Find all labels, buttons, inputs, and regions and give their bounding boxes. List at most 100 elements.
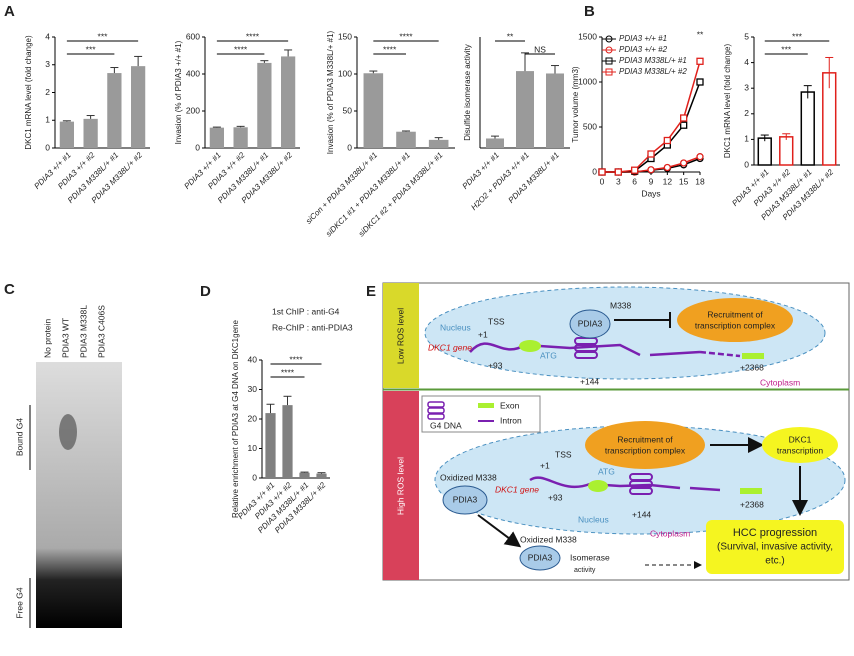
label: +93 xyxy=(548,492,563,502)
bar xyxy=(363,73,384,148)
gel-image xyxy=(36,362,122,628)
legend-label: PDIA3 +/+ #1 xyxy=(619,34,667,43)
complex xyxy=(585,421,705,469)
marker xyxy=(631,166,639,174)
y-tick-label: 3 xyxy=(45,59,50,69)
exon xyxy=(740,488,762,494)
y-tick-label: 0 xyxy=(744,159,749,169)
y-tick-label: 1000 xyxy=(578,76,597,86)
x-tick-label: H2O2 + PDIA3 +/+ #1 xyxy=(469,151,531,213)
y-tick-label: 30 xyxy=(248,384,258,394)
bar xyxy=(209,127,224,148)
label: DKC1 gene xyxy=(495,484,539,494)
label: DKC1 xyxy=(789,434,812,444)
label: Recruitment of xyxy=(617,434,673,444)
x-tick-label: 9 xyxy=(649,176,654,186)
label: Nucleus xyxy=(440,322,471,332)
y-axis-label: Relative enrichment of PDIA3 at G4 DNA o… xyxy=(231,320,240,518)
annotation: ** xyxy=(697,29,704,39)
label: transcription complex xyxy=(605,445,686,455)
y-tick-label: 10 xyxy=(248,443,258,453)
y-tick-label: 0 xyxy=(195,142,200,152)
y-tick-label: 150 xyxy=(338,31,352,41)
exon xyxy=(519,340,541,352)
y-tick-label: 20 xyxy=(248,413,258,423)
legend-label: Intron xyxy=(500,415,522,425)
y-tick-label: 50 xyxy=(343,105,353,115)
y-tick-label: 1 xyxy=(45,115,50,125)
gel-label: Bound G4 xyxy=(14,418,24,457)
bar xyxy=(131,66,146,148)
label: +93 xyxy=(488,360,503,370)
y-tick-label: 1 xyxy=(744,134,749,144)
level-bar xyxy=(383,283,419,388)
y-tick-label: 0 xyxy=(592,166,597,176)
label: TSS xyxy=(555,449,572,459)
label: (Survival, invasive activity, xyxy=(717,542,833,553)
lane-label: PDIA3 C406S xyxy=(96,305,106,358)
x-tick-label: 6 xyxy=(632,176,637,186)
significance-label: **** xyxy=(234,44,248,54)
complex xyxy=(677,298,793,342)
bar xyxy=(233,127,248,148)
marker xyxy=(680,159,688,167)
x-tick-label: PDIA3 M338L/+ #1 xyxy=(507,151,561,205)
label: DKC1 gene xyxy=(428,342,472,352)
g4-icon xyxy=(574,337,598,359)
significance-label: *** xyxy=(781,44,792,54)
bar xyxy=(107,73,122,148)
bar xyxy=(516,71,534,148)
label: PDIA3 xyxy=(528,552,553,562)
label: Cytoplasm xyxy=(760,377,800,387)
y-axis-label: DKC1 mRNA level (fold change) xyxy=(24,35,33,150)
significance-label: **** xyxy=(281,367,295,377)
x-tick-label: 18 xyxy=(695,176,705,186)
x-axis-label: Days xyxy=(641,188,660,198)
gel-band xyxy=(59,414,77,450)
legend-label: PDIA3 +/+ #2 xyxy=(619,45,668,54)
significance-label: *** xyxy=(86,44,97,54)
level-label: High ROS level xyxy=(395,457,405,515)
level-bar xyxy=(383,391,419,580)
transcription xyxy=(762,427,838,463)
label: +2368 xyxy=(740,362,764,372)
significance-label: *** xyxy=(98,31,109,41)
y-tick-label: 500 xyxy=(583,121,597,131)
panel-label: C xyxy=(4,281,15,298)
bar xyxy=(281,56,296,148)
bar xyxy=(257,62,272,148)
label: ATG xyxy=(598,466,615,476)
bar xyxy=(757,137,772,166)
note: Re-ChIP : anti-PDIA3 xyxy=(272,322,353,332)
exon xyxy=(742,353,764,359)
y-tick-label: 5 xyxy=(744,31,749,41)
y-axis-label: Tumor volume (mm3) xyxy=(571,66,580,142)
diagram: Low ROS level High ROS level Nucleus DKC… xyxy=(382,282,850,581)
label: HCC progression xyxy=(733,527,817,539)
marker xyxy=(647,166,655,174)
legend-label: G4 DNA xyxy=(430,420,462,430)
note: 1st ChIP : anti-G4 xyxy=(272,306,340,316)
label: Oxidized M338 xyxy=(520,534,577,544)
bar xyxy=(282,405,293,478)
label: +144 xyxy=(632,509,651,519)
lane-label: No protein xyxy=(42,319,52,358)
label: +144 xyxy=(580,376,599,386)
significance-label: **** xyxy=(246,31,260,41)
significance-label: **** xyxy=(383,44,397,54)
panel-label: A xyxy=(4,3,15,20)
y-tick-label: 0 xyxy=(45,142,50,152)
legend-label: Exon xyxy=(500,400,520,410)
pdia3 xyxy=(519,545,561,571)
marker xyxy=(680,114,688,122)
exon xyxy=(588,480,608,492)
y-tick-label: 2 xyxy=(45,87,50,97)
pdia3 xyxy=(442,485,488,515)
y-tick-label: 400 xyxy=(186,68,200,78)
significance-label: ** xyxy=(507,31,514,41)
significance-label: NS xyxy=(534,44,546,54)
marker xyxy=(696,78,704,86)
gene-line xyxy=(699,350,741,358)
gel: Bound G4 Free G4 No protein PDIA3 WT PDI… xyxy=(14,305,122,628)
label: TSS xyxy=(488,316,505,326)
